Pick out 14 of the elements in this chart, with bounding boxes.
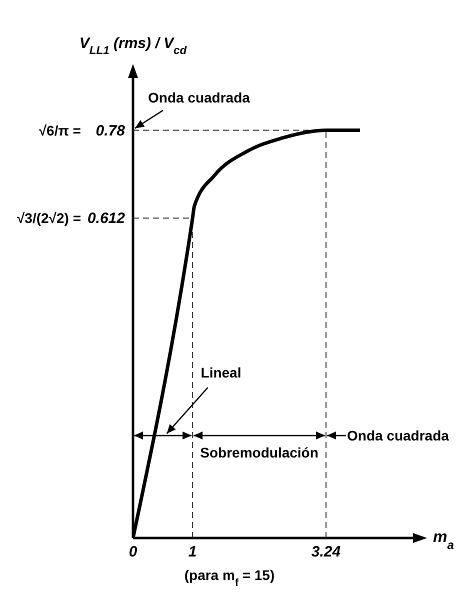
annotation: Lineal [200,364,242,381]
x-axis-title: m$_{a}$ [433,529,454,552]
y-axis-title: V$_{LL1}$(rms) / V$_{cd}$ [79,35,188,57]
y-tick-label: 0.612 [87,210,126,228]
x-tick-label: 0 [128,544,138,561]
y-tick-label: 0.78 [96,122,126,140]
text: √3/(2√2) = [16,210,81,226]
text: √6/π = [38,122,81,138]
annotation: Onda cuadrada [347,428,450,444]
x-tick-label: 1 [188,544,197,561]
x-tick-label: 3.24 [311,544,342,561]
text: (para m$_{f}$ = 15) [184,567,275,589]
annotation: Onda cuadrada [148,89,250,106]
annotation: Sobremodulación [200,444,318,461]
